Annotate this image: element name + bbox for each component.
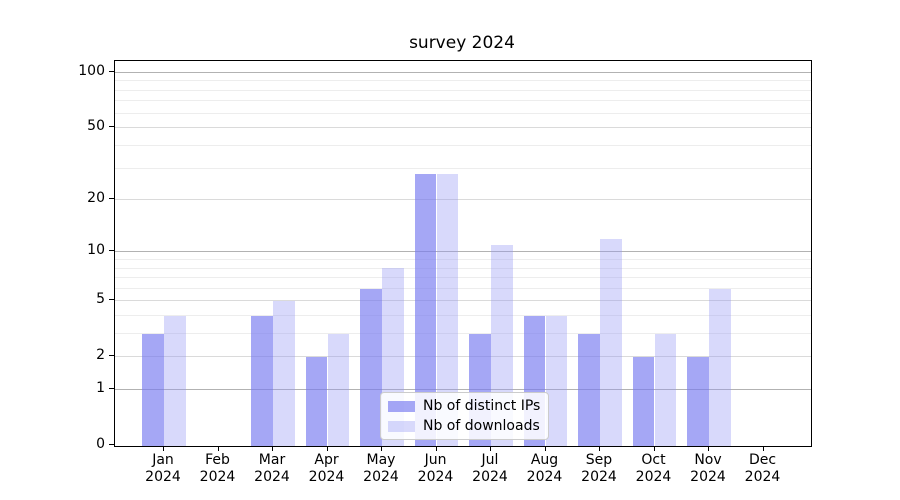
bar-jun-distinct-ips	[414, 173, 437, 446]
x-tick-label-oct: Oct 2024	[635, 452, 672, 485]
legend-swatch-distinct-ips	[388, 400, 415, 412]
gridline-minor-40	[115, 144, 811, 146]
gridline-mid-5	[115, 300, 811, 302]
x-tick-label-dec: Dec 2024	[744, 452, 781, 485]
y-tickmark-50	[109, 126, 114, 128]
x-tickmark-feb	[217, 446, 219, 451]
x-tickmark-apr	[326, 446, 328, 451]
legend-item-distinct-ips: Nb of distinct IPs	[388, 398, 540, 414]
x-tick-label-jan: Jan 2024	[145, 452, 181, 485]
x-tickmark-jul	[490, 446, 491, 451]
x-tick-label-aug: Aug 2024	[526, 452, 563, 485]
y-tickmark-10	[109, 250, 114, 252]
gridline-minor-8	[115, 267, 811, 269]
y-tick-label-5: 5	[96, 291, 105, 308]
gridline-mid-2	[115, 356, 811, 358]
bar-apr-distinct-ips	[305, 357, 328, 446]
legend-swatch-downloads	[388, 420, 415, 432]
bar-may-distinct-ips	[360, 288, 382, 446]
y-tick-label-0: 0	[96, 436, 105, 453]
y-tickmark-5	[109, 299, 114, 301]
x-tickmark-dec	[762, 446, 764, 451]
bar-jun-downloads	[436, 173, 459, 446]
gridline-minor-90	[115, 80, 811, 82]
gridline-mid-20	[115, 199, 811, 200]
x-tickmark-may	[381, 446, 382, 451]
x-tickmark-aug	[544, 446, 546, 451]
bar-jan-downloads	[164, 315, 186, 446]
gridline-minor-4	[115, 315, 811, 317]
y-tick-label-10: 10	[87, 242, 105, 259]
y-tick-label-2: 2	[96, 347, 105, 364]
gridline-minor-70	[115, 100, 811, 102]
bar-mar-downloads	[273, 301, 295, 446]
bar-oct-downloads	[654, 333, 677, 446]
y-tickmark-20	[109, 198, 114, 199]
bar-nov-downloads	[709, 288, 731, 446]
x-tickmark-mar	[272, 446, 273, 451]
gridline-major-10	[115, 251, 811, 253]
x-tick-label-sep: Sep 2024	[581, 452, 617, 485]
x-tick-label-may: May 2024	[363, 452, 399, 485]
bar-sep-distinct-ips	[578, 333, 600, 446]
x-tick-label-jul: Jul 2024	[472, 452, 508, 485]
legend-item-downloads: Nb of downloads	[388, 418, 540, 434]
bar-nov-distinct-ips	[687, 357, 709, 446]
bar-jan-distinct-ips	[142, 333, 164, 446]
x-tick-label-jun: Jun 2024	[417, 452, 454, 485]
legend-label-distinct-ips: Nb of distinct IPs	[423, 398, 541, 414]
y-tick-label-100: 100	[78, 62, 105, 79]
gridline-major-1	[115, 389, 811, 391]
y-tickmark-100	[109, 70, 114, 72]
bar-apr-downloads	[327, 333, 350, 446]
legend: Nb of distinct IPs Nb of downloads	[380, 392, 550, 440]
bar-sep-downloads	[600, 238, 622, 446]
y-tick-label-20: 20	[87, 190, 105, 206]
y-tickmark-1	[109, 388, 114, 390]
gridline-minor-30	[115, 167, 811, 169]
gridline-minor-6	[115, 287, 811, 289]
gridline-minor-60	[115, 112, 811, 114]
x-tick-label-mar: Mar 2024	[254, 452, 290, 485]
gridline-minor-3	[115, 333, 811, 335]
x-tickmark-sep	[599, 446, 600, 451]
gridline-minor-80	[115, 89, 811, 91]
y-tickmark-0	[109, 444, 114, 446]
plot-area: Nb of distinct IPs Nb of downloads	[114, 60, 812, 447]
x-tickmark-nov	[708, 446, 709, 451]
chart-title: survey 2024	[409, 33, 515, 53]
x-tick-label-nov: Nov 2024	[690, 452, 726, 485]
bar-mar-distinct-ips	[251, 315, 273, 446]
x-tick-label-apr: Apr 2024	[308, 452, 345, 485]
gridline-minor-7	[115, 277, 811, 279]
x-tickmark-oct	[653, 446, 655, 451]
y-tickmark-2	[109, 355, 114, 357]
y-tick-label-1: 1	[96, 380, 105, 397]
bar-aug-downloads	[545, 315, 568, 446]
bar-oct-distinct-ips	[632, 357, 655, 446]
gridline-minor-9	[115, 259, 811, 260]
legend-label-downloads: Nb of downloads	[423, 418, 540, 434]
y-tick-label-50: 50	[87, 118, 105, 135]
x-tickmark-jun	[435, 446, 437, 451]
x-tickmark-jan	[163, 446, 164, 451]
gridline-major-100	[115, 71, 811, 73]
gridline-mid-50	[115, 127, 811, 129]
x-tick-label-feb: Feb 2024	[199, 452, 236, 485]
